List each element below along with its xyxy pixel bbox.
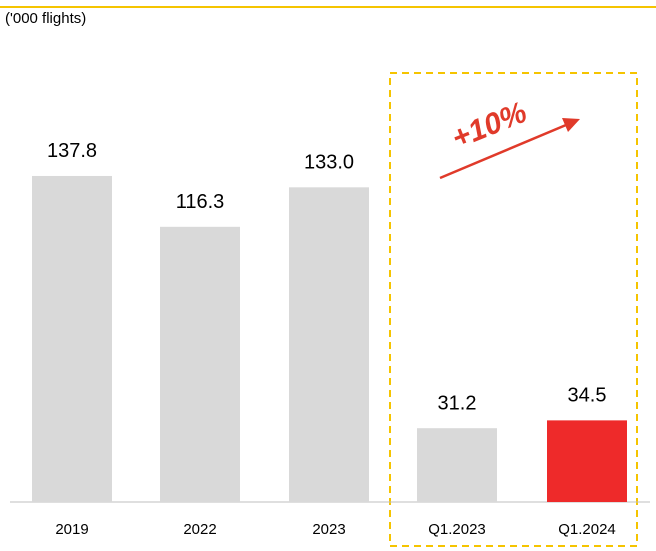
value-label: 133.0: [304, 152, 354, 174]
bar: [417, 428, 497, 502]
value-label: 31.2: [438, 392, 477, 414]
bar: [547, 420, 627, 502]
x-tick-label: 2022: [183, 521, 216, 538]
x-tick-label: Q1.2023: [428, 521, 486, 538]
value-label: 116.3: [176, 191, 225, 213]
bar: [160, 226, 240, 502]
annotation: +10%: [447, 96, 531, 156]
x-tick-label: 2019: [55, 521, 88, 538]
chart-subtitle: ('000 flights): [5, 10, 86, 27]
trend-arrow-head: [562, 118, 580, 132]
value-label: 34.5: [568, 385, 607, 407]
value-label: 137.8: [47, 140, 97, 162]
x-tick-label: Q1.2024: [558, 521, 616, 538]
bar: [32, 175, 112, 502]
highlight-box: [389, 72, 638, 547]
trend-arrow: [439, 123, 567, 180]
x-tick-label: 2023: [312, 521, 345, 538]
bar: [289, 187, 369, 502]
